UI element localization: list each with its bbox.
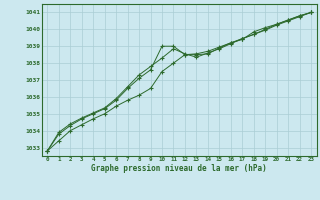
X-axis label: Graphe pression niveau de la mer (hPa): Graphe pression niveau de la mer (hPa) xyxy=(91,164,267,173)
